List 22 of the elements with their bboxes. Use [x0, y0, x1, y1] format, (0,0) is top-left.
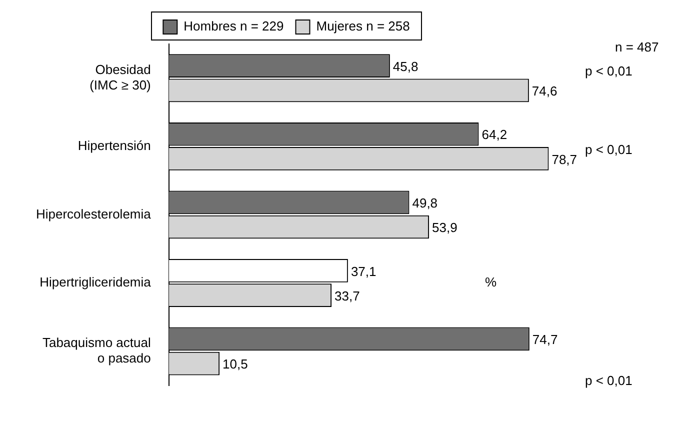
data-label: 78,7 [552, 152, 578, 167]
legend-label: Hombres n = 229 [184, 18, 284, 34]
text: p < 0,01 [585, 64, 632, 79]
data-label: 33,7 [334, 288, 360, 304]
y-tick-label: Hipertrigliceridemia [40, 274, 152, 290]
data-label: 45,8 [392, 58, 418, 74]
data-label: 74,7 [532, 332, 558, 348]
annotation: % [485, 274, 497, 290]
legend-label: Mujeres n = 258 [316, 18, 410, 34]
data-label: 53,9 [432, 220, 458, 236]
y-tick-label: Tabaquismo actual o pasado [42, 335, 151, 366]
data-label: 64,2 [482, 127, 508, 142]
data-label: 37,1 [350, 264, 376, 279]
data-label: 49,8 [412, 195, 438, 210]
y-tick-label: Obesidad (IMC ≥ 30) [90, 62, 151, 93]
data-label: 10,5 [222, 356, 248, 372]
y-tick-label: Hipertensión [78, 138, 151, 153]
text: n = 487 [615, 40, 659, 55]
data-label: 74,6 [532, 84, 558, 99]
text: p < 0,01 [585, 372, 632, 388]
y-tick-label: Hipercolesterolemia [36, 206, 152, 222]
text: p < 0,01 [585, 142, 632, 157]
